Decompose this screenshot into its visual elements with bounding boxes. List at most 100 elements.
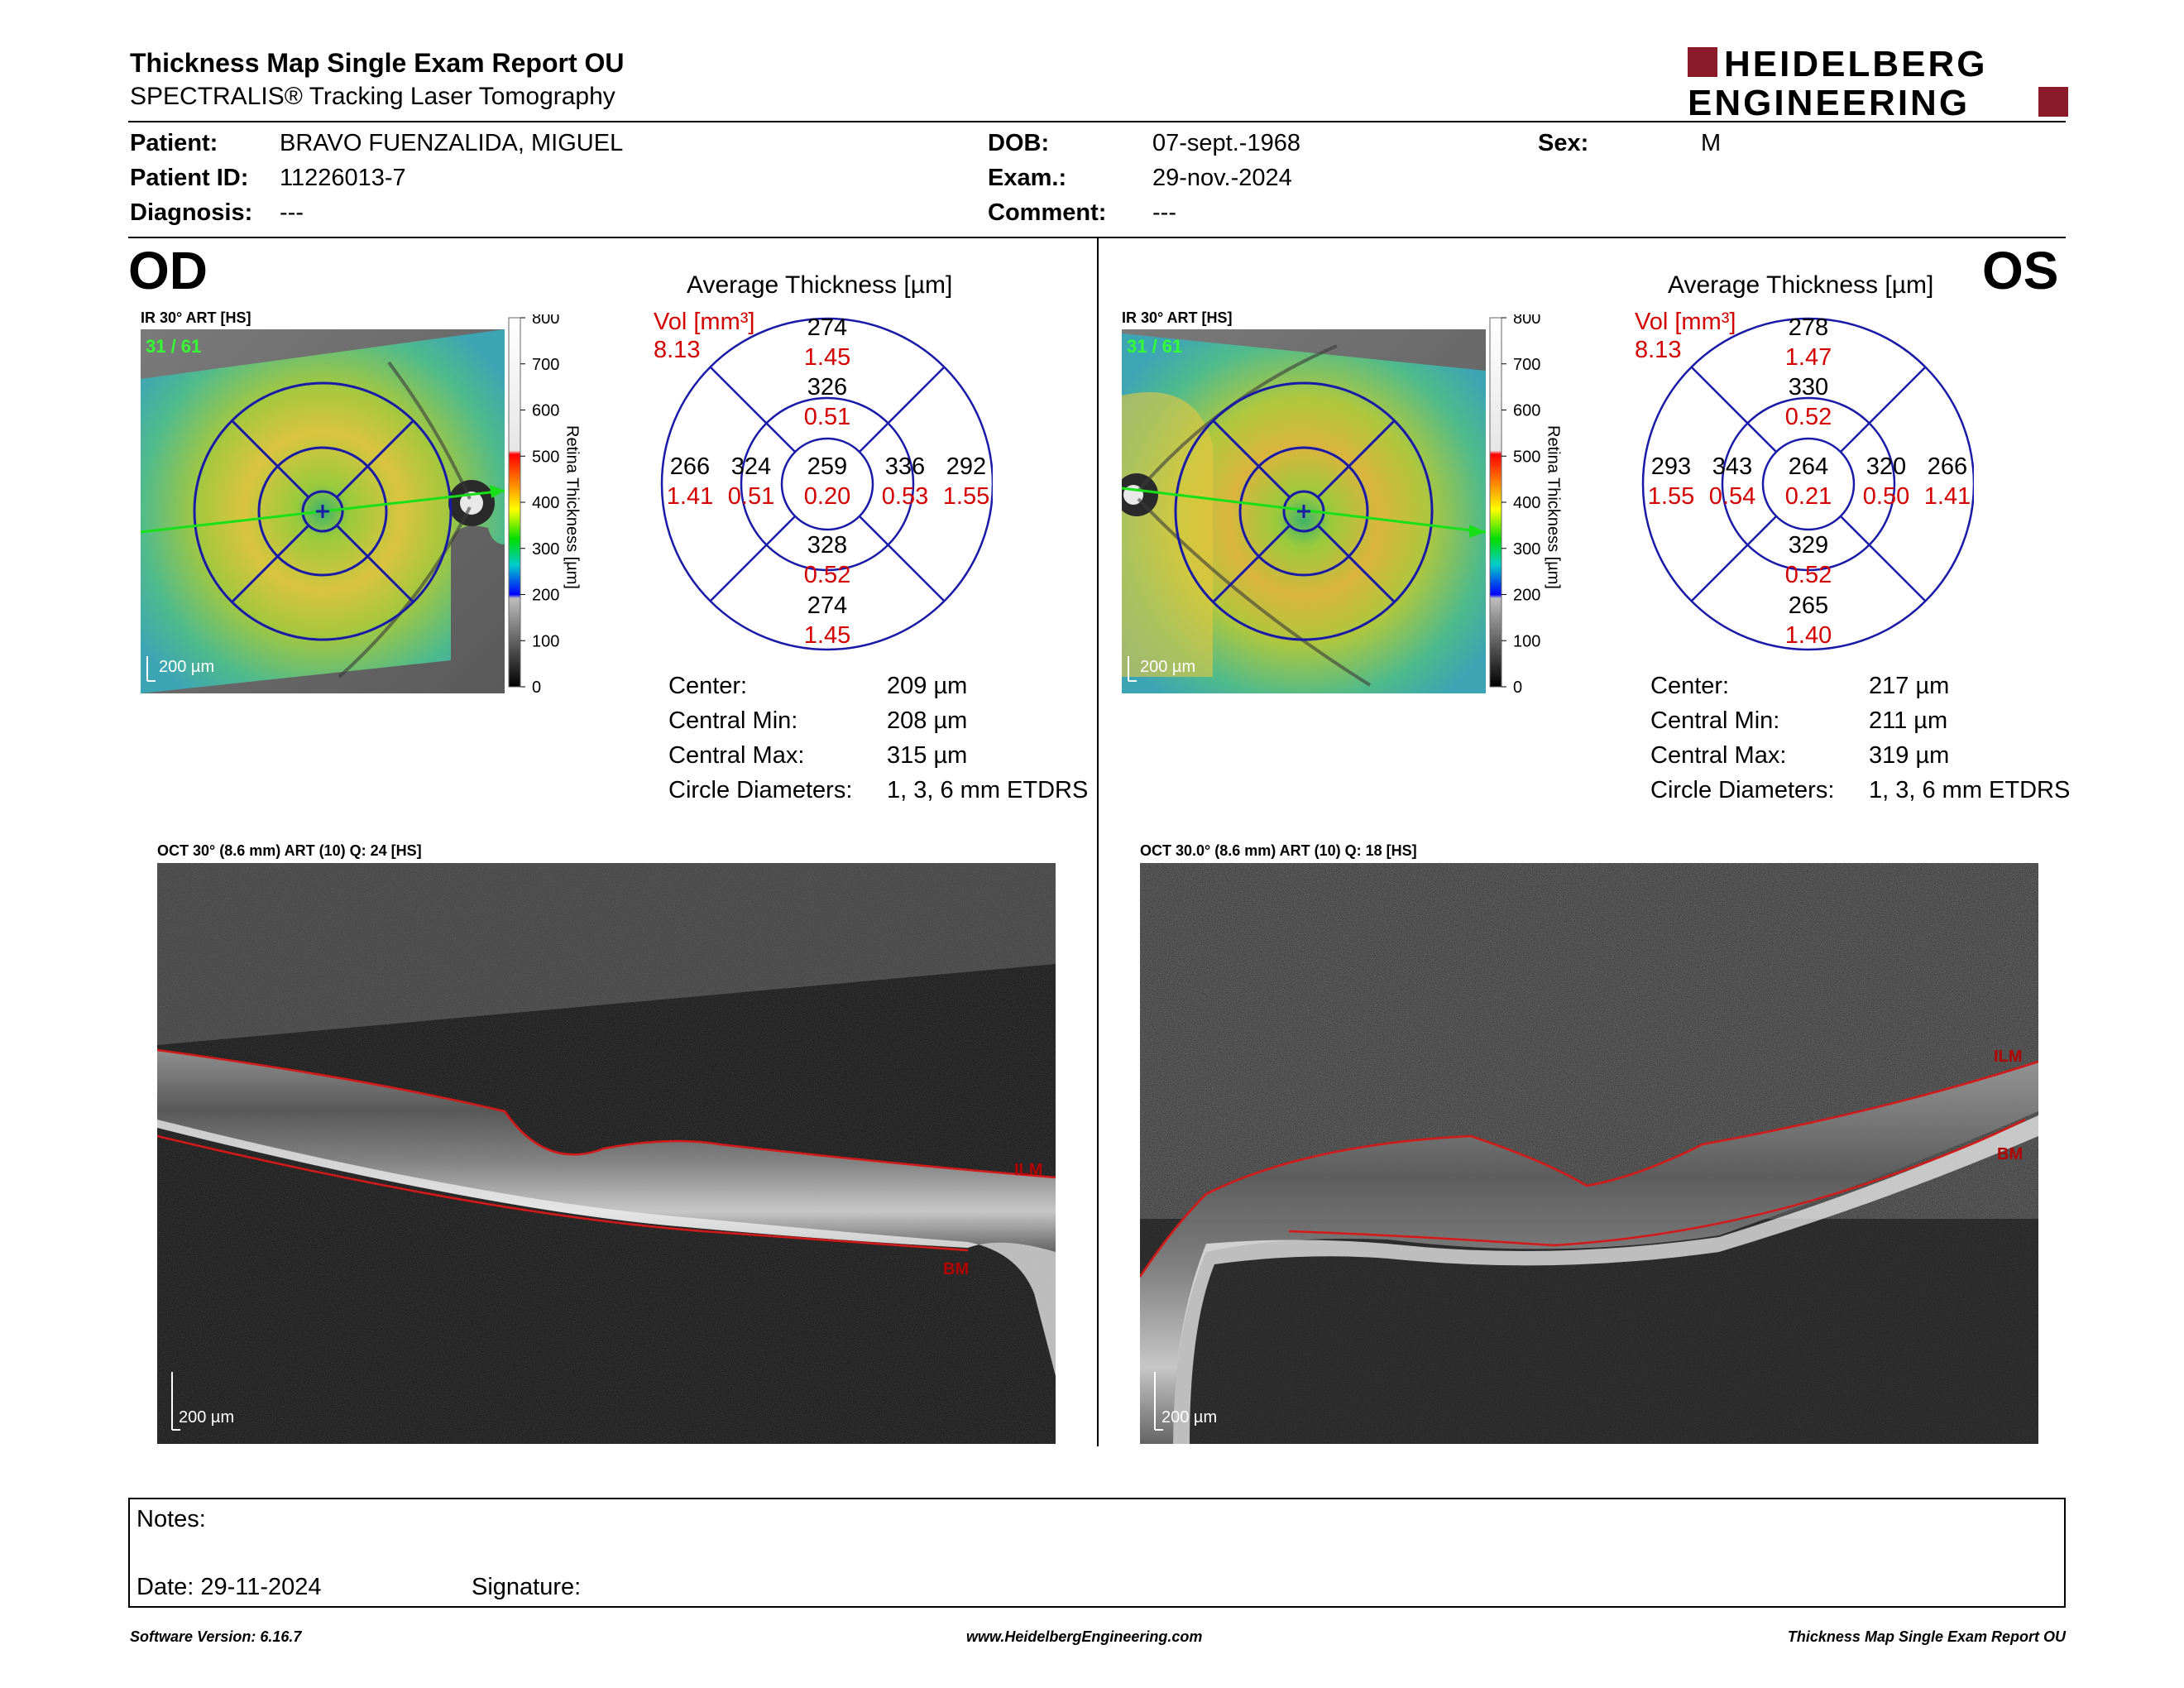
comment-label: Comment: xyxy=(988,199,1107,226)
od-inner-inf-thickness: 328 xyxy=(807,532,847,559)
os-vol-value: 8.13 xyxy=(1635,337,1682,363)
notes-box: Notes: Date: 29-11-2024 Signature: xyxy=(128,1498,2066,1608)
os-etdrs-chart: 278 1.47 330 0.52 293 1.55 343 0.54 264 … xyxy=(1635,306,1976,654)
od-vol-value: 8.13 xyxy=(654,337,701,363)
os-ir-label: IR 30° ART [HS] xyxy=(1122,309,1233,326)
colorbar-tick-label: 400 xyxy=(1513,494,1540,512)
footer-url[interactable]: www.HeidelbergEngineering.com xyxy=(966,1628,1203,1645)
header-divider xyxy=(128,121,2066,122)
os-ilm-label: ILM xyxy=(1994,1048,2022,1066)
od-oct-scan: ILM BM 200 µm xyxy=(157,863,1056,1444)
od-stats-labels: Center: Central Min: Central Max: Circle… xyxy=(668,669,852,808)
notes-date: Date: 29-11-2024 xyxy=(136,1574,322,1600)
os-outer-sup-thickness: 278 xyxy=(1789,314,1828,341)
os-center-vol: 0.21 xyxy=(1785,483,1832,510)
logo-line2: ENGINEERING xyxy=(1688,83,1970,118)
colorbar-tick-label: 500 xyxy=(1513,448,1540,466)
footer-software-version: Software Version: 6.16.7 xyxy=(130,1628,302,1645)
od-colorbar-axis-label: Retina Thickness [µm] xyxy=(563,425,582,589)
os-stat-label: Central Min: xyxy=(1650,707,1780,734)
os-outer-inf-thickness: 265 xyxy=(1789,592,1828,619)
od-outer-left-vol: 1.41 xyxy=(667,483,713,510)
colorbar-tick-label: 500 xyxy=(532,448,559,466)
os-stats-labels: Center: Central Min: Central Max: Circle… xyxy=(1650,669,1834,808)
colorbar-tick-label: 300 xyxy=(1513,540,1540,559)
od-thickness-map: 31 / 61 200 µm xyxy=(140,329,505,693)
colorbar-tick-label: 200 xyxy=(532,587,559,605)
exam-value: 29-nov.-2024 xyxy=(1152,165,1292,191)
od-eye-label: OD xyxy=(128,241,208,300)
os-inner-right-vol: 0.50 xyxy=(1863,483,1909,510)
heidelberg-logo: HEIDELBERG ENGINEERING xyxy=(1688,44,2068,123)
colorbar-tick-label: 600 xyxy=(1513,402,1540,420)
od-inner-right-vol: 0.53 xyxy=(882,483,928,510)
logo-line1: HEIDELBERG xyxy=(1724,46,1987,84)
colorbar-tick-label: 0 xyxy=(1513,679,1522,695)
os-stat-label: Central Max: xyxy=(1650,742,1787,769)
os-stat-value: 319 µm xyxy=(1869,742,1950,769)
od-ir-counter: 31 / 61 xyxy=(146,336,201,357)
od-outer-left-thickness: 266 xyxy=(670,453,710,480)
comment-value: --- xyxy=(1152,199,1176,226)
colorbar-tick-label: 300 xyxy=(532,540,559,559)
report-subtitle: SPECTRALIS® Tracking Laser Tomography xyxy=(130,83,615,110)
od-outer-right-thickness: 292 xyxy=(946,453,986,480)
os-colorbar-axis-label: Retina Thickness [µm] xyxy=(1544,425,1563,589)
od-stats-values: 209 µm 208 µm 315 µm 1, 3, 6 mm ETDRS xyxy=(887,669,1088,808)
od-inner-sup-vol: 0.51 xyxy=(804,404,850,430)
diagnosis-value: --- xyxy=(280,199,304,226)
os-stat-value: 1, 3, 6 mm ETDRS xyxy=(1869,777,2071,803)
notes-label: Notes: xyxy=(136,1506,206,1532)
os-vol-block: Vol [mm³] 8.13 xyxy=(1635,308,1736,364)
od-stat-label: Circle Diameters: xyxy=(668,777,853,803)
os-ir-scale: 200 µm xyxy=(1140,658,1195,676)
os-colorbar-axis-label-wrap: Retina Thickness [µm] xyxy=(1540,408,1565,607)
od-colorbar-axis-label-wrap: Retina Thickness [µm] xyxy=(559,408,584,607)
od-oct-label: OCT 30° (8.6 mm) ART (10) Q: 24 [HS] xyxy=(157,842,422,859)
diagnosis-label: Diagnosis: xyxy=(130,199,253,226)
os-bm-label: BM xyxy=(1997,1145,2023,1163)
od-outer-right-vol: 1.55 xyxy=(943,483,989,510)
od-center-vol: 0.20 xyxy=(804,483,850,510)
os-outer-left-thickness: 293 xyxy=(1651,453,1691,480)
os-inner-left-vol: 0.54 xyxy=(1709,483,1755,510)
colorbar-tick-label: 700 xyxy=(532,356,559,374)
od-stat-label: Central Min: xyxy=(668,707,798,734)
od-outer-inf-thickness: 274 xyxy=(807,592,847,619)
colorbar-tick-label: 800 xyxy=(532,314,559,328)
colorbar-tick-label: 200 xyxy=(1513,587,1540,605)
colorbar-tick-label: 0 xyxy=(532,679,541,695)
os-stats-values: 217 µm 211 µm 319 µm 1, 3, 6 mm ETDRS xyxy=(1869,669,2070,808)
os-inner-left-thickness: 343 xyxy=(1712,453,1752,480)
od-center-thickness: 259 xyxy=(807,453,847,480)
os-stat-value: 211 µm xyxy=(1869,707,1948,734)
dob-label: DOB: xyxy=(988,130,1050,156)
signature-label: Signature: xyxy=(472,1574,582,1600)
os-vol-label: Vol [mm³] xyxy=(1635,309,1736,335)
eye-divider xyxy=(1097,238,1099,1446)
od-stat-value: 1, 3, 6 mm ETDRS xyxy=(887,777,1089,803)
od-inner-left-thickness: 324 xyxy=(731,453,771,480)
od-outer-inf-vol: 1.45 xyxy=(804,622,850,649)
os-inner-sup-thickness: 330 xyxy=(1789,374,1828,400)
os-colorbar: 800 700 600 500 400 300 200 100 0 xyxy=(1488,309,1563,697)
od-bm-label: BM xyxy=(943,1260,969,1278)
od-inner-left-vol: 0.51 xyxy=(728,483,774,510)
os-center-thickness: 264 xyxy=(1789,453,1828,480)
od-outer-sup-vol: 1.45 xyxy=(804,344,850,371)
os-outer-sup-vol: 1.47 xyxy=(1785,344,1832,371)
od-stat-label: Center: xyxy=(668,673,748,699)
os-ir-counter: 31 / 61 xyxy=(1127,336,1182,357)
od-colorbar: 800 700 600 500 400 300 200 100 0 xyxy=(507,309,582,697)
od-stat-label: Central Max: xyxy=(668,742,805,769)
os-eye-label: OS xyxy=(1982,241,2059,300)
od-inner-sup-thickness: 326 xyxy=(807,374,847,400)
colorbar-tick-label: 800 xyxy=(1513,314,1540,328)
colorbar-tick-label: 700 xyxy=(1513,356,1540,374)
od-oct-scale: 200 µm xyxy=(179,1408,234,1427)
colorbar-tick-label: 400 xyxy=(532,494,559,512)
od-inner-right-thickness: 336 xyxy=(885,453,925,480)
patient-name: BRAVO FUENZALIDA, MIGUEL xyxy=(280,130,624,156)
os-inner-inf-thickness: 329 xyxy=(1789,532,1828,559)
colorbar-tick-label: 100 xyxy=(532,632,559,650)
